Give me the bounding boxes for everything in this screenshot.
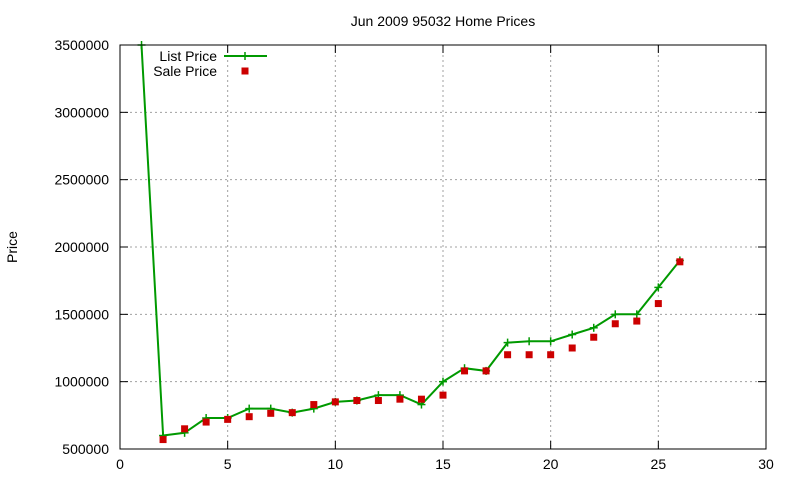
sale-price-point <box>482 367 490 375</box>
list-price-point <box>611 310 620 319</box>
sale-price-point <box>461 367 469 375</box>
sale-price-point <box>633 317 641 325</box>
y-tick-label: 2000000 <box>54 239 109 255</box>
chart-title: Jun 2009 95032 Home Prices <box>351 13 535 29</box>
legend-label-sale-price: Sale Price <box>153 63 217 79</box>
sale-price-point <box>245 413 253 421</box>
sale-price-point <box>267 409 275 417</box>
sale-price-point <box>611 320 619 328</box>
list-price-point <box>568 330 577 339</box>
sale-price-point <box>568 344 576 352</box>
sale-price-point <box>396 395 404 403</box>
axes: 0 5 10 15 20 25 30 500000 1000000 1500000 2000000 2… <box>54 37 774 472</box>
sale-price-point <box>676 258 684 266</box>
legend-marker-sale-price <box>241 67 249 75</box>
list-price-point <box>654 283 663 292</box>
y-tick-label: 3000000 <box>54 104 109 120</box>
list-price-point <box>546 337 555 346</box>
sale-price-point <box>439 391 447 399</box>
x-tick-label: 10 <box>328 456 344 472</box>
x-tick-label: 30 <box>758 456 774 472</box>
y-tick-label: 1500000 <box>54 306 109 322</box>
legend-swatches <box>224 52 267 75</box>
list-price-line <box>140 44 681 437</box>
sale-price-point <box>331 398 339 406</box>
list-price-point <box>439 377 447 386</box>
x-tick-label: 25 <box>651 456 667 472</box>
x-tick-label: 20 <box>543 456 559 472</box>
x-tick-label: 0 <box>116 456 124 472</box>
list-price-point <box>632 310 641 319</box>
x-tick-label: 15 <box>435 456 451 472</box>
sale-price-point <box>547 351 555 359</box>
y-tick-label: 1000000 <box>54 374 109 390</box>
x-tick-label: 5 <box>224 456 232 472</box>
sale-price-point <box>353 397 361 405</box>
sale-price-point <box>654 300 662 308</box>
legend-marker-list-price <box>241 52 249 60</box>
y-axis-label: Price <box>4 231 20 263</box>
y-tick-label: 2500000 <box>54 172 109 188</box>
legend-label-list-price: List Price <box>159 48 217 64</box>
list-price-point <box>589 323 598 332</box>
y-tick-label: 500000 <box>62 441 109 457</box>
sale-price-point <box>310 401 318 409</box>
sale-price-point <box>181 425 189 433</box>
sale-price-point <box>417 395 425 403</box>
list-price-point <box>525 337 534 346</box>
sale-price-point <box>224 415 232 423</box>
legend: List Price Sale Price <box>153 48 267 79</box>
grid <box>120 45 766 449</box>
sale-price-point <box>202 418 210 426</box>
sale-price-point <box>525 351 533 359</box>
sale-price-point <box>288 409 296 417</box>
list-price-point <box>245 404 254 413</box>
sale-price-point <box>590 333 598 341</box>
plot-area <box>137 41 684 444</box>
sale-price-point <box>504 351 512 359</box>
sale-price-point <box>159 436 167 444</box>
list-price-point <box>503 338 512 347</box>
y-tick-label: 3500000 <box>54 37 109 53</box>
sale-price-point <box>374 397 382 405</box>
